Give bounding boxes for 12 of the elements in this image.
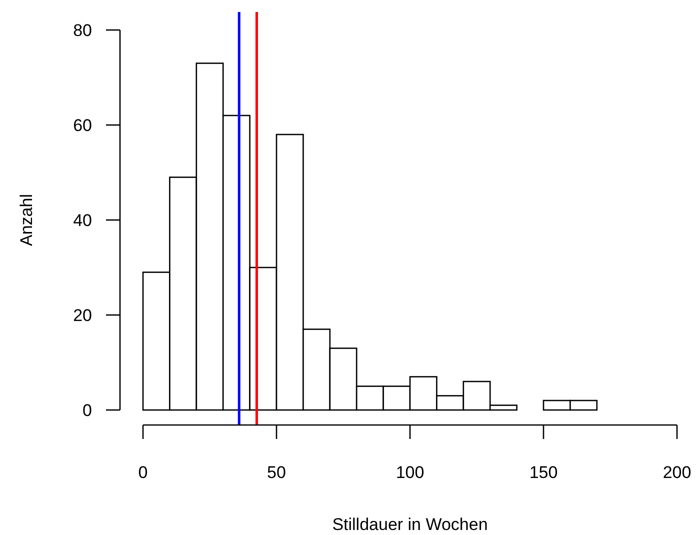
x-axis-title: Stilldauer in Wochen — [332, 515, 488, 534]
x-tick-label: 0 — [138, 463, 148, 482]
y-tick-label: 60 — [73, 116, 92, 135]
x-tick-label: 150 — [529, 463, 558, 482]
y-tick-label: 20 — [73, 306, 92, 325]
x-tick-label: 50 — [267, 463, 286, 482]
y-tick-label: 80 — [73, 20, 92, 40]
y-axis-title: Anzahl — [17, 194, 36, 246]
x-tick-label: 100 — [396, 463, 424, 482]
x-tick-label: 200 — [662, 463, 692, 482]
y-tick-label: 40 — [73, 210, 92, 230]
y-tick-label: 0 — [82, 400, 92, 420]
